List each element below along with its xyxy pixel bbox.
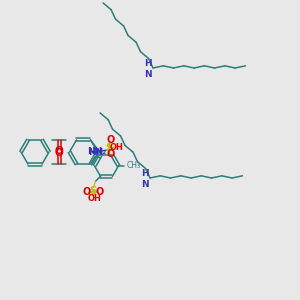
Text: H
N: H N <box>141 169 149 189</box>
Text: O: O <box>82 187 91 197</box>
Text: O: O <box>106 135 115 145</box>
Text: O: O <box>95 187 104 197</box>
Text: O: O <box>55 146 64 156</box>
Text: O: O <box>106 149 115 159</box>
Text: OH: OH <box>110 142 123 152</box>
Text: S: S <box>90 186 97 196</box>
Text: H
N: H N <box>144 59 152 79</box>
Text: CH₃: CH₃ <box>127 161 141 170</box>
Text: NH₂: NH₂ <box>87 147 106 156</box>
Text: OH: OH <box>88 194 101 203</box>
Text: O: O <box>55 148 64 158</box>
Text: S: S <box>106 143 113 153</box>
Text: HN: HN <box>88 148 103 158</box>
